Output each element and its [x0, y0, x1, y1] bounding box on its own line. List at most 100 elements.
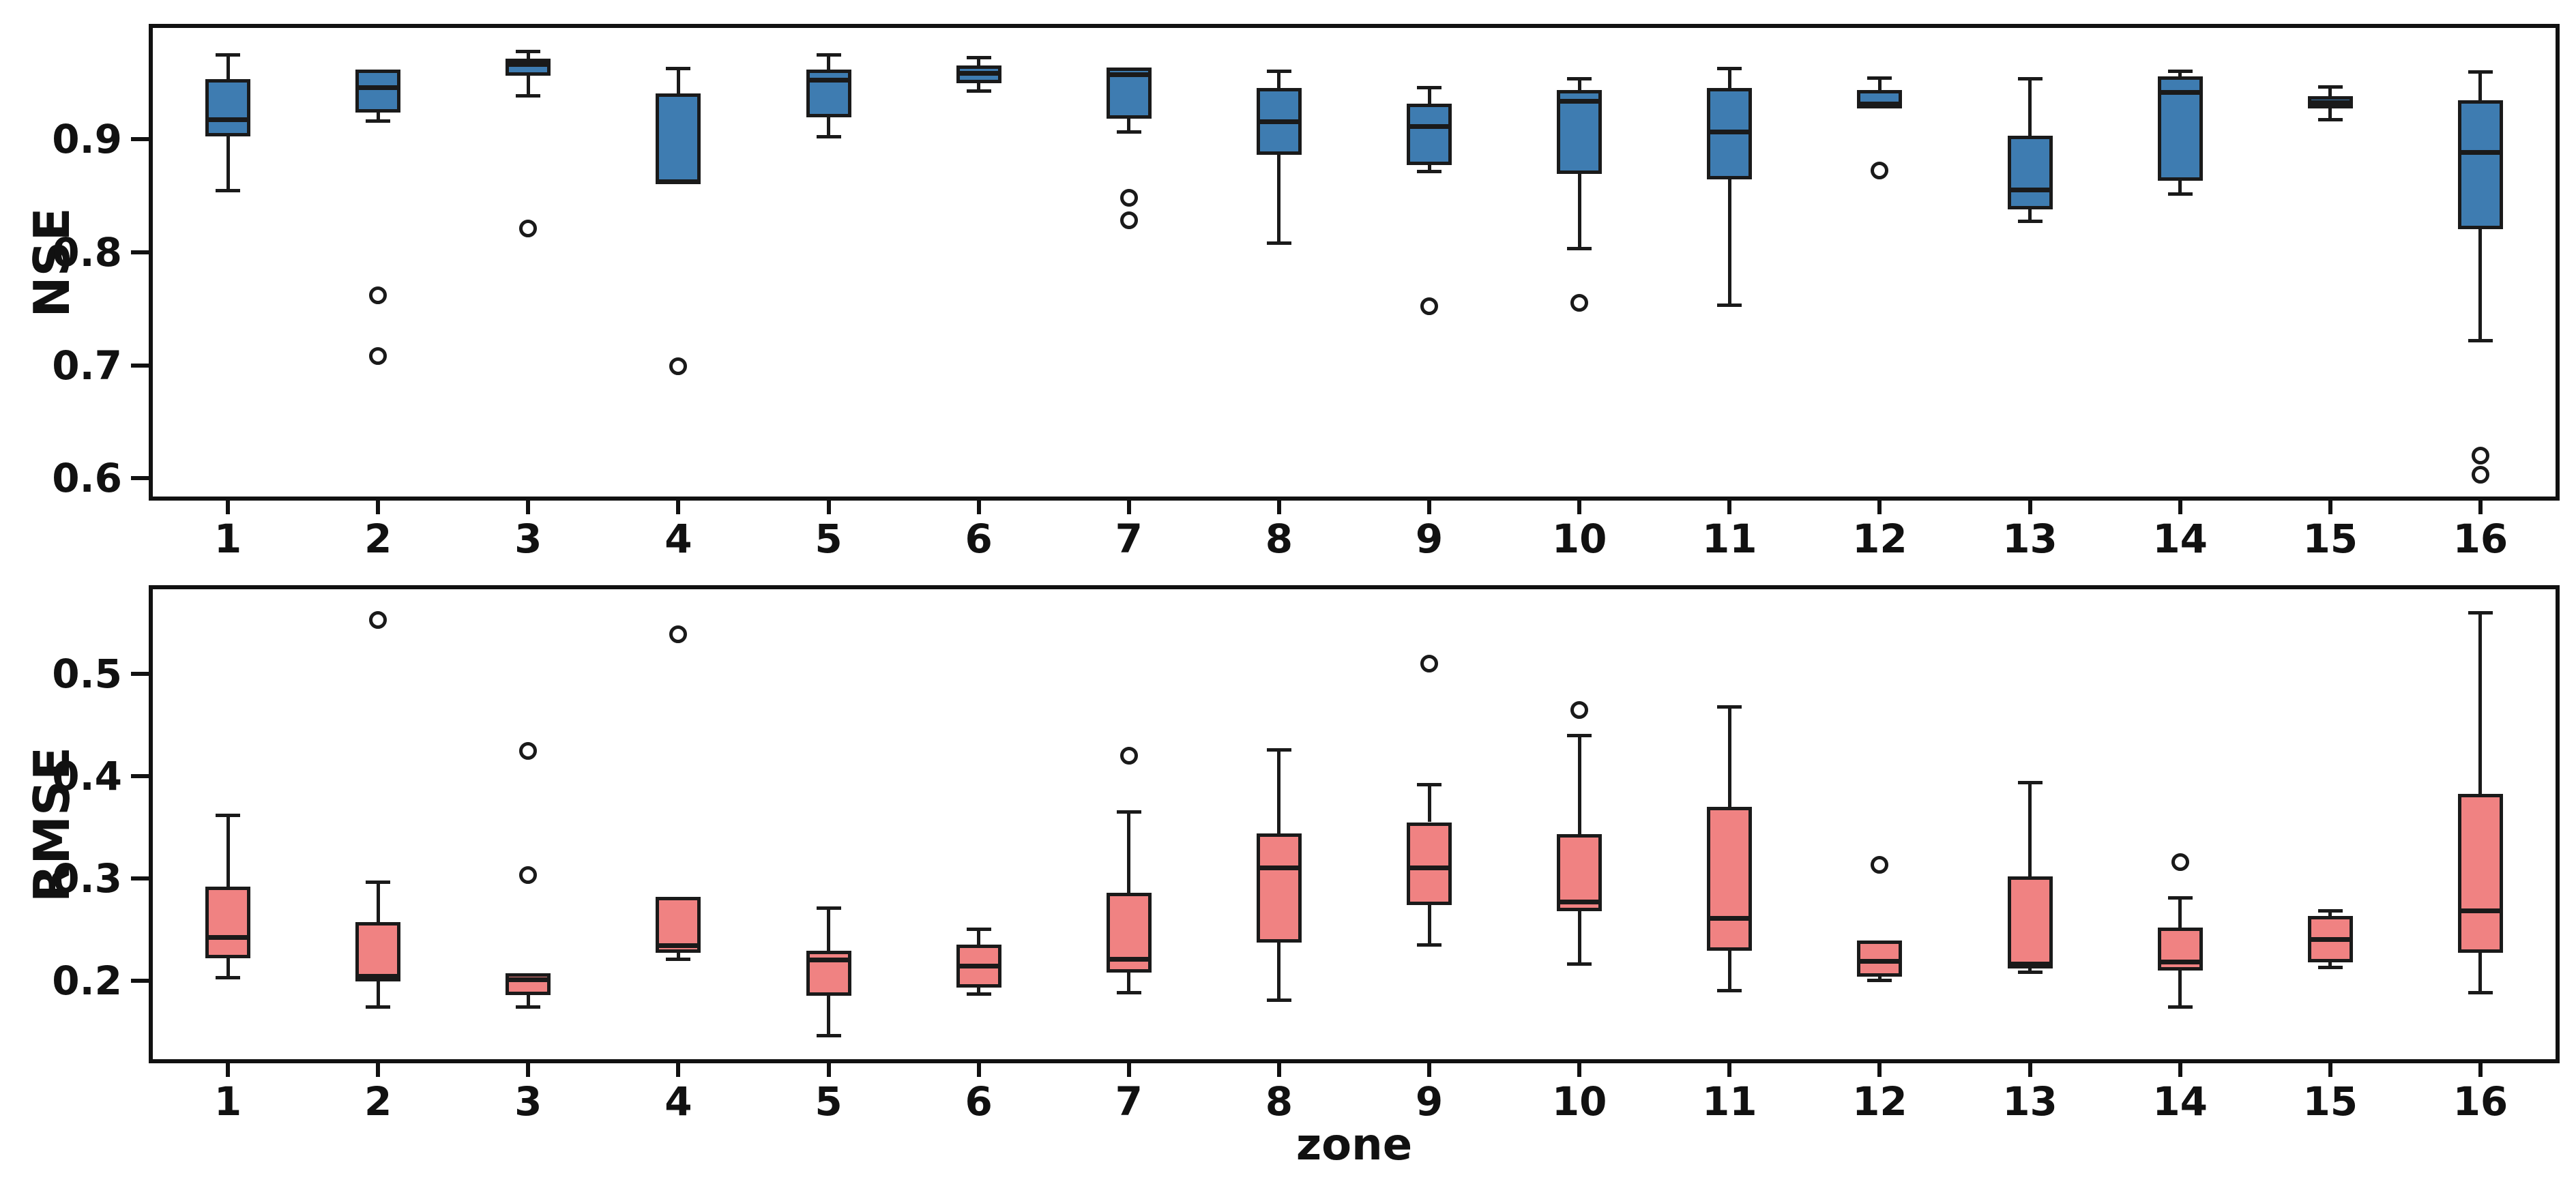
rmse-lower-whisker-10 [1577, 911, 1581, 964]
nse-lower-whisker-11 [1727, 179, 1731, 306]
rmse-lower-whisker-5 [827, 996, 831, 1036]
rmse-xtick-label-7: 7 [1115, 1078, 1143, 1125]
rmse-lower-whisker-9 [1427, 904, 1431, 945]
rmse-xtick-4 [676, 1059, 681, 1077]
nse-lower-cap-2 [366, 119, 391, 123]
rmse-xtick-16 [2478, 1059, 2483, 1077]
nse-lower-whisker-7 [1127, 118, 1131, 132]
nse-lower-cap-14 [2167, 192, 2193, 196]
nse-upper-cap-15 [2317, 85, 2343, 89]
nse-upper-cap-3 [516, 50, 541, 54]
rmse-upper-cap-8 [1266, 748, 1291, 752]
rmse-ytick-label-0.3: 0.3 [52, 855, 122, 902]
rmse-median-line-11 [1707, 915, 1753, 921]
nse-ytick-label-0.8: 0.8 [52, 228, 122, 276]
rmse-upper-whisker-10 [1577, 735, 1581, 835]
rmse-xtick-13 [2028, 1059, 2032, 1077]
rmse-lower-whisker-8 [1277, 943, 1281, 1001]
rmse-xtick-10 [1577, 1059, 1582, 1077]
rmse-upper-whisker-7 [1127, 812, 1131, 893]
nse-xtick-label-8: 8 [1265, 516, 1293, 562]
rmse-lower-cap-2 [366, 1005, 391, 1009]
rmse-xtick-7 [1126, 1059, 1131, 1077]
nse-xtick-label-11: 11 [1701, 516, 1757, 562]
rmse-xtick-9 [1427, 1059, 1432, 1077]
rmse-upper-whisker-16 [2478, 612, 2483, 794]
rmse-median-line-2 [355, 974, 401, 979]
rmse-upper-whisker-8 [1277, 750, 1281, 833]
nse-upper-cap-10 [1567, 77, 1592, 81]
nse-xtick-14 [2178, 497, 2182, 514]
nse-lower-cap-7 [1116, 130, 1141, 134]
rmse-lower-cap-12 [1867, 979, 1892, 983]
rmse-lower-whisker-7 [1127, 972, 1131, 993]
nse-xtick-16 [2478, 497, 2483, 514]
rmse-ytick-label-0.4: 0.4 [52, 753, 122, 800]
nse-upper-whisker-13 [2028, 78, 2032, 136]
rmse-lower-whisker-12 [1877, 976, 1882, 981]
x-axis-title: zone [1296, 1120, 1413, 1170]
nse-xtick-label-1: 1 [214, 516, 242, 562]
rmse-xtick-label-15: 15 [2302, 1078, 2358, 1125]
nse-box-rect-2 [355, 70, 401, 113]
rmse-box-rect-11 [1707, 807, 1753, 951]
nse-ytick-0.8 [131, 250, 149, 254]
rmse-upper-whisker-2 [376, 882, 380, 923]
nse-median-line-7 [1106, 72, 1152, 77]
rmse-box-rect-2 [355, 922, 401, 982]
nse-box-rect-16 [2457, 100, 2503, 230]
rmse-xtick-label-6: 6 [965, 1078, 993, 1125]
rmse-upper-whisker-11 [1727, 707, 1731, 808]
rmse-box-rect-8 [1256, 833, 1302, 943]
nse-xtick-label-15: 15 [2302, 516, 2358, 562]
rmse-median-line-5 [806, 958, 851, 963]
rmse-median-line-12 [1857, 958, 1903, 964]
nse-lower-whisker-5 [827, 117, 831, 137]
rmse-box-rect-13 [2007, 876, 2053, 968]
nse-upper-cap-4 [666, 67, 691, 71]
rmse-lower-whisker-2 [376, 981, 380, 1007]
nse-lower-cap-6 [966, 89, 991, 93]
rmse-upper-whisker-1 [226, 815, 230, 887]
nse-upper-whisker-3 [526, 51, 530, 59]
rmse-median-line-16 [2457, 908, 2503, 914]
nse-lower-cap-13 [2017, 220, 2043, 224]
nse-ytick-label-0.7: 0.7 [52, 342, 122, 389]
rmse-xtick-label-12: 12 [1852, 1078, 1907, 1125]
nse-xtick-label-14: 14 [2152, 516, 2208, 562]
rmse-xtick-label-10: 10 [1551, 1078, 1607, 1125]
rmse-lower-cap-6 [966, 992, 991, 996]
rmse-xtick-label-8: 8 [1265, 1078, 1293, 1125]
rmse-upper-whisker-9 [1427, 784, 1431, 823]
rmse-xtick-5 [826, 1059, 831, 1077]
nse-lower-whisker-13 [2028, 209, 2032, 222]
nse-lower-whisker-14 [2178, 181, 2182, 194]
nse-ytick-0.9 [131, 136, 149, 141]
rmse-upper-cap-14 [2167, 896, 2193, 900]
rmse-lower-cap-5 [816, 1034, 841, 1038]
nse-upper-cap-1 [216, 53, 241, 57]
nse-box-rect-9 [1407, 104, 1452, 165]
nse-upper-whisker-11 [1727, 68, 1731, 88]
nse-lower-cap-3 [516, 94, 541, 98]
nse-median-line-11 [1707, 130, 1753, 135]
nse-lower-cap-15 [2317, 117, 2343, 121]
nse-lower-cap-11 [1717, 304, 1742, 308]
nse-upper-whisker-4 [676, 68, 680, 94]
rmse-median-line-14 [2157, 960, 2203, 965]
rmse-upper-cap-1 [216, 813, 241, 817]
rmse-upper-cap-15 [2317, 909, 2343, 913]
nse-median-line-1 [205, 117, 251, 122]
rmse-lower-whisker-13 [2028, 968, 2032, 973]
nse-xtick-label-3: 3 [514, 516, 542, 562]
rmse-median-line-4 [656, 943, 701, 949]
rmse-xtick-11 [1727, 1059, 1732, 1077]
rmse-lower-cap-4 [666, 957, 691, 961]
rmse-lower-whisker-15 [2328, 962, 2332, 968]
nse-xtick-12 [1877, 497, 1882, 514]
nse-xtick-label-9: 9 [1415, 516, 1444, 562]
rmse-lower-cap-8 [1266, 998, 1291, 1002]
nse-median-line-9 [1407, 123, 1452, 129]
rmse-upper-cap-2 [366, 880, 391, 885]
nse-median-line-10 [1557, 99, 1602, 104]
